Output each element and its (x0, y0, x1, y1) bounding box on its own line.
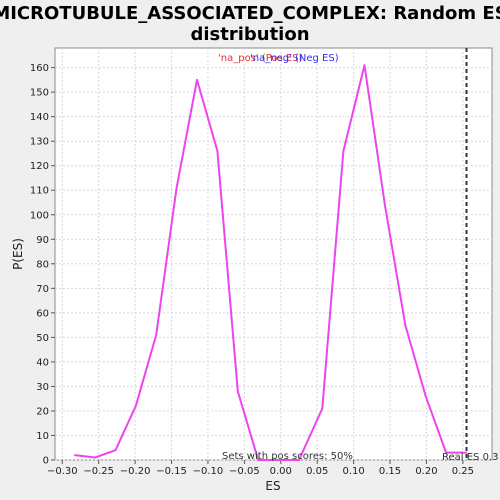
y-tick-label: 60 (36, 308, 49, 319)
x-axis-ticks: −0.30 −0.25 −0.20 −0.15 −0.10 −0.05 0.00 0.05 0.… (47, 460, 474, 477)
series-point (445, 451, 447, 454)
y-tick-label: 150 (30, 88, 49, 99)
y-tick-label: 0 (43, 456, 49, 467)
series-point (424, 395, 427, 398)
x-tick-label: −0.15 (156, 466, 187, 477)
x-tick-label: 0.15 (379, 466, 401, 477)
series-point (384, 204, 386, 206)
chart-title-line2: distribution (190, 24, 309, 45)
y-tick-label: 140 (30, 112, 49, 123)
series-point (237, 390, 239, 393)
x-tick-label: −0.30 (47, 466, 78, 477)
x-tick-label: 0.20 (415, 466, 437, 477)
series-point (257, 459, 260, 461)
series-point (94, 456, 96, 459)
y-tick-label: 110 (30, 186, 49, 197)
y-tick-label: 50 (36, 333, 49, 344)
x-tick-label: −0.05 (229, 466, 260, 477)
series-point (277, 459, 280, 461)
y-tick-label: 100 (30, 210, 49, 221)
series-point (155, 334, 158, 336)
y-tick-label: 40 (36, 357, 49, 368)
series-point (298, 459, 300, 461)
y-tick-label: 30 (36, 382, 49, 393)
real-es-label: Real ES 0.3 (442, 452, 498, 463)
y-tick-label: 80 (36, 259, 49, 270)
y-tick-label: 20 (36, 406, 49, 417)
series-point (404, 324, 407, 326)
x-tick-label: −0.20 (120, 466, 151, 477)
x-tick-label: 0.25 (452, 466, 474, 477)
legend-neg-label: 'na_neg' (Neg ES) (250, 53, 339, 64)
series-group (73, 64, 468, 461)
y-axis-label: P(ES) (11, 238, 25, 270)
y-axis-ticks: 0 10 20 30 40 50 60 70 80 90 100 110 120 130 140 150 160 (30, 63, 55, 467)
series-point (216, 150, 219, 152)
series-point (465, 451, 468, 454)
series-point (114, 449, 117, 451)
y-tick-label: 10 (36, 431, 49, 442)
series-point (175, 186, 178, 189)
series-point (73, 454, 76, 456)
footnote-pos-scores: Sets with pos scores: 50% (222, 451, 353, 462)
series-line (74, 64, 467, 461)
x-tick-label: 0.00 (270, 466, 292, 477)
series-point (321, 407, 324, 410)
y-tick-label: 90 (36, 235, 49, 246)
x-tick-label: −0.25 (83, 466, 114, 477)
x-tick-label: −0.10 (193, 466, 224, 477)
y-tick-label: 120 (30, 161, 49, 172)
grid (55, 48, 492, 461)
x-tick-label: 0.10 (342, 466, 364, 477)
x-tick-label: 0.05 (306, 466, 328, 477)
series-point (363, 64, 366, 66)
chart-title-line1: MICROTUBULE_ASSOCIATED_COMPLEX: Random E… (0, 3, 500, 24)
series-point (342, 150, 345, 152)
series-point (196, 79, 198, 81)
series-point (135, 405, 137, 407)
y-tick-label: 130 (30, 137, 49, 148)
x-axis-label: ES (265, 479, 280, 493)
y-tick-label: 70 (36, 284, 49, 295)
legend-pos-label: 'na_pos' (Pos ES) (218, 53, 303, 64)
y-tick-label: 160 (30, 63, 49, 74)
